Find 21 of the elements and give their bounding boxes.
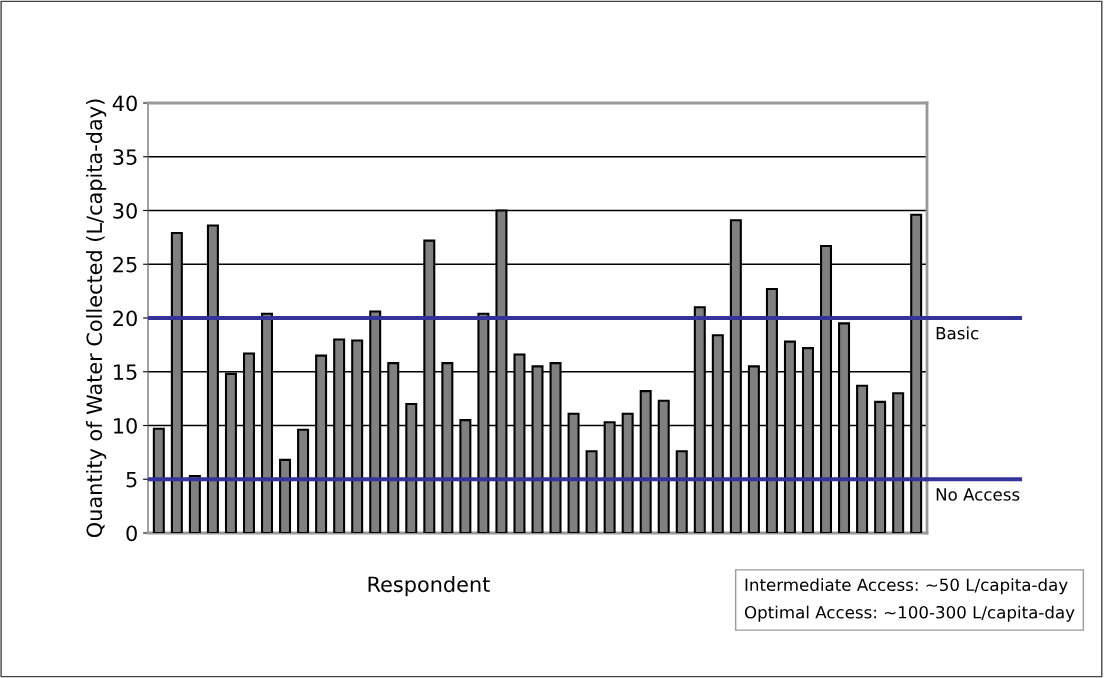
bar xyxy=(188,474,201,533)
y-tick-label: 30 xyxy=(113,202,137,219)
y-tick-label: 10 xyxy=(114,417,137,434)
y-tick-label: 15 xyxy=(114,364,137,380)
bar xyxy=(585,450,598,533)
ref-line-label: Basic xyxy=(936,326,979,340)
y-tick-label: 35 xyxy=(113,149,137,165)
y-tick-label: 20 xyxy=(113,310,137,327)
bar xyxy=(675,450,688,533)
text: Optimal Access: ~100-300 L/capita-day xyxy=(744,605,1075,622)
y-tick-label: 25 xyxy=(113,256,137,273)
ref-line-label: No Access xyxy=(936,488,1020,501)
y-tick-label: 0 xyxy=(126,525,137,542)
bar xyxy=(297,428,310,533)
y-tick-label: 5 xyxy=(126,471,137,488)
x-axis-title: Respondent xyxy=(368,576,490,597)
bar xyxy=(152,427,165,533)
text: Intermediate Access: ~50 L/capita-day xyxy=(745,578,1068,595)
bar xyxy=(279,458,292,533)
y-axis-title: Quantity of Water Collected (L/capita-day) xyxy=(86,99,107,538)
y-tick-label: 40 xyxy=(112,95,137,112)
